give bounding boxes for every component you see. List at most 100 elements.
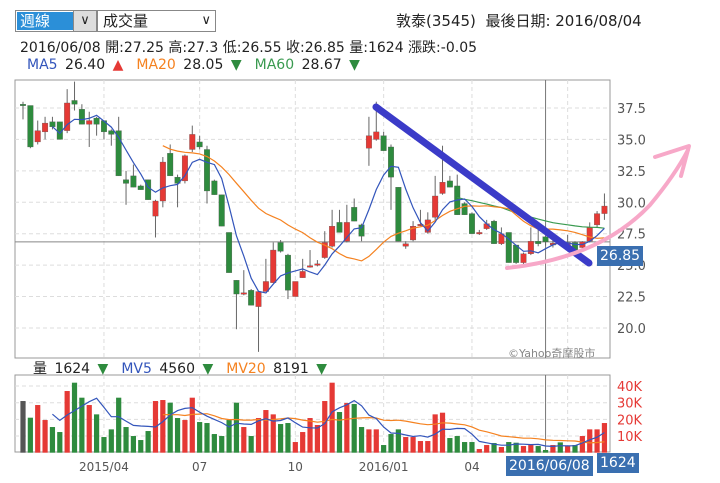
candle <box>108 130 115 135</box>
quote-close: 收:26.85 <box>286 40 345 56</box>
volume-bar <box>395 429 401 453</box>
volume-bar <box>535 446 541 453</box>
candle <box>410 226 417 241</box>
candle <box>20 104 26 106</box>
candle <box>86 120 93 125</box>
candle <box>336 222 343 233</box>
ma5-line <box>51 114 605 294</box>
candle <box>373 131 380 140</box>
volume-bar <box>417 441 424 453</box>
legend-name: MA20 <box>136 57 176 73</box>
candle <box>181 155 188 182</box>
triangle-up-icon: ▲ <box>112 57 124 73</box>
candle <box>439 182 446 194</box>
candle <box>27 105 34 148</box>
volume-bar <box>116 397 122 453</box>
volume-bar <box>35 405 41 453</box>
candle <box>240 292 247 295</box>
legend-name: MV5 <box>121 361 152 377</box>
volume-bar <box>329 382 335 453</box>
candle <box>137 185 144 190</box>
candle <box>159 161 166 202</box>
volume-bar <box>557 442 563 453</box>
volume-bar <box>130 436 136 453</box>
volume-bar <box>204 423 210 453</box>
volume-bar <box>565 446 571 453</box>
candle <box>233 280 240 295</box>
chevron-down-icon[interactable]: ∨ <box>73 11 96 31</box>
volume-bar <box>351 404 357 453</box>
cursor-price-label: 26.85 <box>597 246 644 266</box>
candle <box>329 226 336 247</box>
volume-bar <box>219 436 225 453</box>
triangle-down-icon: ▼ <box>349 57 360 73</box>
volume-bar <box>292 442 298 453</box>
candle <box>71 100 78 105</box>
triangle-down-icon: ▼ <box>316 361 328 377</box>
volume-bar <box>160 400 166 453</box>
legend-value: 4560 <box>159 361 195 377</box>
volume-bar <box>572 445 578 453</box>
volume-bar <box>594 429 600 453</box>
candle <box>307 265 313 268</box>
mv20-line <box>162 413 605 444</box>
candle <box>527 241 534 254</box>
candle <box>34 130 41 143</box>
legend-ma5: MA5 26.40 ▲ <box>27 57 126 73</box>
candle <box>351 207 358 222</box>
volume-bar <box>270 414 276 453</box>
volume-bar <box>469 442 475 453</box>
candle <box>270 249 277 283</box>
candle <box>78 109 85 125</box>
candle <box>42 122 49 133</box>
period-select[interactable]: 週線 ∨ <box>15 10 97 32</box>
candle <box>395 187 402 242</box>
volume-bar <box>138 440 144 453</box>
candle <box>248 290 255 306</box>
quote-volume: 量:1624 <box>349 40 404 56</box>
candle <box>299 271 306 278</box>
candle <box>446 180 453 188</box>
volume-bar <box>241 427 247 453</box>
price-tick-label: 35.0 <box>617 133 646 148</box>
volume-bar <box>211 434 217 453</box>
arrow-annotation <box>505 148 690 270</box>
candle <box>343 222 350 242</box>
candle <box>115 130 122 177</box>
candle <box>476 232 483 235</box>
legend-mv5: MV5 4560 ▼ <box>121 361 216 377</box>
mv5-line <box>52 397 605 448</box>
volume-tick-label: 30K <box>617 397 643 412</box>
volume-bar <box>167 402 173 453</box>
candle <box>292 281 299 297</box>
last-date: 最後日期: 2016/08/04 <box>485 12 642 30</box>
chevron-down-icon[interactable]: ∨ <box>201 13 211 28</box>
indicator-select[interactable]: 成交量 ∨ <box>97 10 216 32</box>
candle <box>189 134 196 150</box>
volume-bar <box>484 445 490 453</box>
candle <box>218 194 225 227</box>
legend-value: 28.67 <box>301 57 342 73</box>
ma-legend: MA5 26.40 ▲ MA20 28.05 ▼ MA60 28.67 ▼ <box>27 57 373 73</box>
quote-row: 2016/06/08 開:27.25 高:27.3 低:26.55 收:26.8… <box>20 37 477 57</box>
candle <box>93 117 100 125</box>
price-tick-label: 37.5 <box>617 102 646 117</box>
triangle-down-icon: ▼ <box>97 361 109 377</box>
volume-bar <box>64 391 70 453</box>
candle <box>196 141 203 148</box>
volume-bar <box>447 438 453 453</box>
volume-bar <box>550 445 556 453</box>
legend-name: MA5 <box>27 57 58 73</box>
stock-header: 敦泰(3545) 最後日期: 2016/08/04 <box>396 10 642 31</box>
time-tick-label: 04 <box>464 460 479 474</box>
candle <box>432 195 439 218</box>
volume-bar <box>233 402 240 453</box>
quote-change: 漲跌:-0.05 <box>408 40 478 56</box>
volume-bar <box>42 420 48 453</box>
cursor-date-label: 2016/06/08 <box>506 456 593 476</box>
price-tick-label: 32.5 <box>617 165 646 180</box>
candle <box>491 220 497 244</box>
volume-bar <box>71 382 78 453</box>
volume-bar <box>381 445 387 453</box>
